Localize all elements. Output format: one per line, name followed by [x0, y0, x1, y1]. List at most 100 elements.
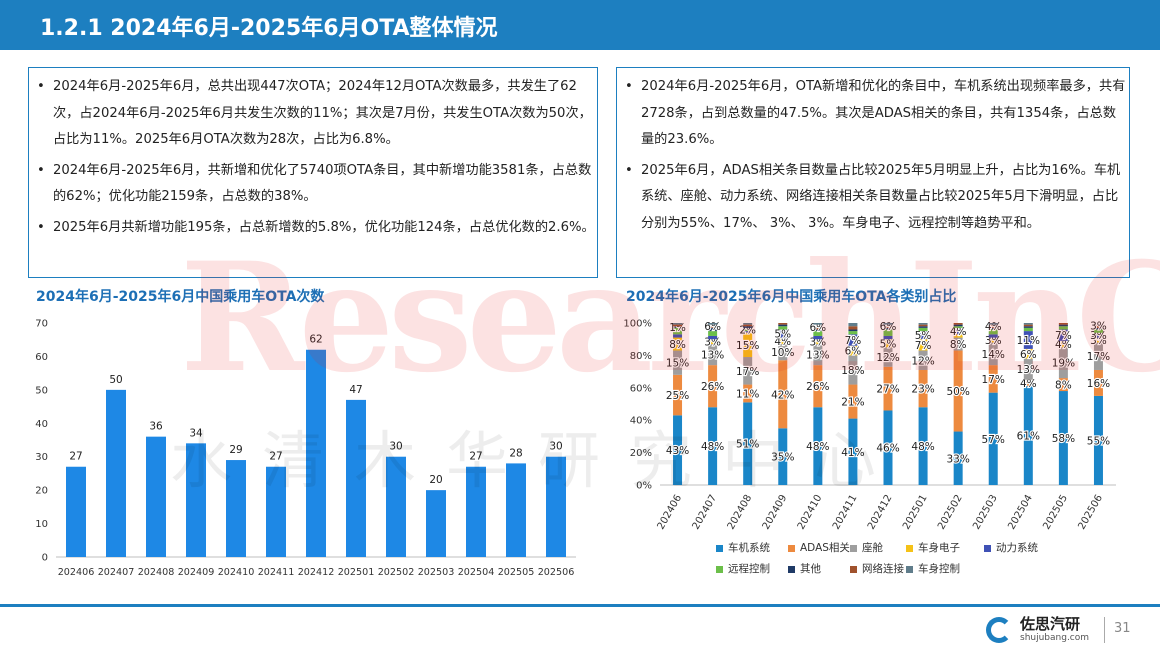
x-tick-label: 202411	[258, 567, 295, 578]
left-bullet-3: 2025年6月共新增功能195条，占总新增数的5.8%，优化功能124条，占总优…	[37, 215, 597, 242]
legend-item: 远程控制	[716, 561, 770, 576]
segment-label: 17%	[982, 374, 1005, 386]
segment-label: 21%	[841, 397, 864, 409]
segment-label: 61%	[1017, 431, 1040, 443]
brand-name: 佐思汽研	[1020, 615, 1081, 633]
legend-item: 网络连接	[850, 561, 904, 576]
legend-swatch	[716, 544, 723, 552]
x-tick-label: 202505	[498, 567, 535, 578]
segment-label: 5%	[880, 338, 897, 350]
segment-座舱	[813, 344, 823, 366]
x-tick-label: 202504	[458, 567, 495, 578]
segment-车身电子	[813, 339, 823, 345]
segment-ADAS相关	[848, 384, 858, 419]
y-tick-label: 40%	[630, 416, 652, 427]
legend-label: 动力系统	[996, 542, 1038, 554]
y-tick-label: 70	[35, 319, 48, 330]
segment-label: 12%	[876, 352, 899, 364]
y-tick-label: 80%	[630, 351, 652, 362]
segment-label: 4%	[1020, 378, 1037, 390]
segment-label: 4%	[950, 326, 967, 338]
segment-远程控制	[708, 331, 718, 336]
segment-车身控制	[848, 323, 858, 327]
y-tick-label: 40	[35, 419, 48, 430]
x-tick-label: 202411	[831, 493, 860, 532]
segment-座舱	[1093, 342, 1103, 370]
y-tick-label: 0%	[636, 481, 652, 492]
segment-label: 14%	[982, 349, 1005, 361]
segment-label: 15%	[736, 340, 759, 352]
x-tick-label: 202504	[1006, 493, 1035, 532]
segment-远程控制	[848, 331, 858, 335]
segment-动力系统	[778, 329, 788, 338]
segment-座舱	[1023, 358, 1033, 380]
segment-远程控制	[883, 329, 893, 336]
y-tick-label: 60%	[630, 383, 652, 394]
segment-label: 5%	[915, 330, 932, 342]
segment-车身电子	[673, 337, 683, 351]
segment-label: 11%	[1017, 335, 1040, 347]
x-tick-label: 202408	[138, 567, 175, 578]
legend-item: 座舱	[850, 540, 883, 555]
segment-label: 7%	[845, 335, 862, 347]
segment-座舱	[883, 347, 893, 367]
page-number: 31	[1114, 621, 1131, 636]
segment-label: 55%	[1087, 435, 1110, 447]
segment-其他	[813, 329, 823, 332]
segment-网络连接	[1093, 323, 1103, 328]
x-tick-label: 202410	[796, 493, 825, 532]
bar-202503	[426, 490, 446, 557]
x-tick-label: 202505	[1041, 493, 1070, 532]
segment-车身控制	[883, 323, 893, 325]
segment-网络连接	[673, 324, 683, 327]
ota-category-stacked-chart: 0%20%40%60%80%100%43%25%15%8%1%20240648%…	[623, 319, 1116, 532]
segment-label: 51%	[736, 439, 759, 451]
y-tick-label: 20%	[630, 448, 652, 459]
legend-item: 其他	[788, 561, 821, 576]
segment-座舱	[708, 344, 718, 366]
x-tick-label: 202408	[726, 493, 755, 532]
x-tick-label: 202406	[656, 493, 685, 532]
segment-网络连接	[918, 324, 928, 327]
segment-label: 42%	[771, 389, 794, 401]
segment-ADAS相关	[918, 369, 928, 408]
legend-swatch	[788, 565, 795, 573]
segment-车身电子	[883, 339, 893, 348]
segment-远程控制	[918, 327, 928, 332]
segment-车身电子	[988, 337, 998, 343]
segment-车机系统	[1023, 386, 1033, 485]
legend-item: 车机系统	[716, 540, 770, 555]
segment-其他	[988, 327, 998, 330]
bar-202504	[466, 466, 486, 557]
segment-ADAS相关	[1093, 369, 1103, 396]
page-title: 1.2.1 2024年6月-2025年6月OTA整体情况	[40, 16, 498, 41]
legend-swatch	[850, 565, 857, 573]
segment-其他	[1093, 327, 1103, 330]
segment-车机系统	[953, 431, 963, 485]
segment-车身电子	[1023, 348, 1033, 359]
ota-count-bar-chart: 0 10 20 30 40 50 60 70 27 202406 50 202407 36 202408 3…	[35, 319, 576, 578]
bar-value-label: 30	[389, 441, 402, 453]
segment-远程控制	[988, 329, 998, 335]
left-bullet-1: 2024年6月-2025年6月，总共出现447次OTA；2024年12月OTA次…	[37, 74, 597, 154]
bar-202409	[186, 443, 206, 557]
segment-label: 25%	[666, 390, 689, 402]
segment-label: 6%	[845, 346, 862, 358]
segment-车身电子	[743, 332, 753, 358]
segment-label: 13%	[806, 350, 829, 362]
segment-label: 13%	[1017, 364, 1040, 376]
segment-label: 3%	[1090, 330, 1107, 342]
segment-网络连接	[813, 324, 823, 330]
segment-其他	[1023, 326, 1033, 328]
segment-ADAS相关	[1023, 379, 1033, 387]
segment-ADAS相关	[673, 374, 683, 416]
legend-label: 车身控制	[918, 563, 960, 575]
brand-logo-icon	[986, 617, 1012, 643]
legend-swatch	[788, 544, 795, 552]
segment-label: 15%	[666, 358, 689, 370]
segment-车机系统	[813, 407, 823, 485]
segment-网络连接	[953, 323, 963, 325]
x-tick-label: 202502	[378, 567, 415, 578]
segment-车身电子	[708, 339, 718, 345]
segment-label: 26%	[806, 381, 829, 393]
